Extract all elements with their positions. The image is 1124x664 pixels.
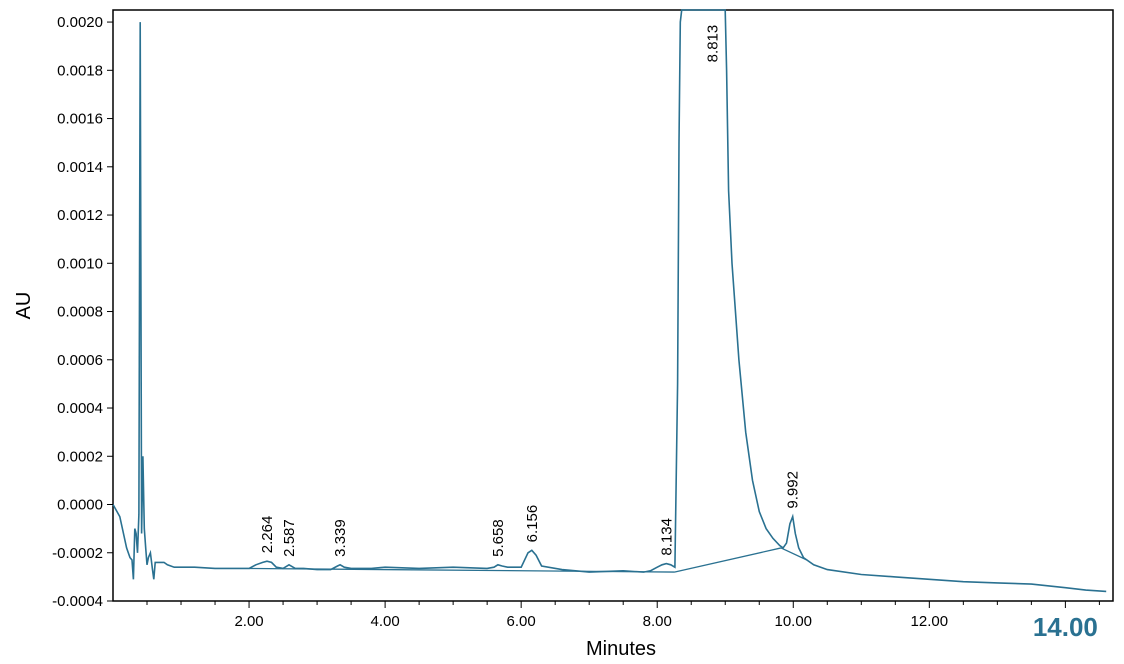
baseline-segment <box>780 547 808 561</box>
y-axis-title: AU <box>13 292 35 320</box>
peak-label: 6.156 <box>524 505 541 543</box>
peak-label: 2.264 <box>259 516 276 554</box>
x-tick-label: 10.00 <box>774 613 812 630</box>
peak-label: 3.339 <box>332 519 349 557</box>
peak-label: 8.813 <box>705 25 722 63</box>
y-tick-label: 0.0000 <box>57 497 103 514</box>
peak-label: 2.587 <box>281 519 298 557</box>
x-axis-end-label: 14.00 <box>1033 612 1098 642</box>
x-tick-label: 4.00 <box>371 613 400 630</box>
x-axis: 2.00 4.00 6.00 8.00 10.00 12.00 <box>146 601 1100 630</box>
y-tick-label: -0.0004 <box>52 593 103 610</box>
y-axis: -0.0004 -0.0002 0.0000 0.0002 0.0004 0.0006 0.… <box>52 14 113 610</box>
plot-area: 2.264 2.587 3.339 5.658 6.156 8.134 8.813 9.992 <box>112 9 1114 602</box>
y-tick-label: 0.0002 <box>57 448 103 465</box>
plot-frame <box>112 9 1114 602</box>
x-tick-label: 2.00 <box>234 613 263 630</box>
x-tick-label: 8.00 <box>643 613 672 630</box>
y-tick-label: -0.0002 <box>52 545 103 562</box>
y-tick-label: 0.0004 <box>57 400 103 417</box>
x-axis-title: Minutes <box>586 638 656 660</box>
y-tick-label: 0.0006 <box>57 352 103 369</box>
x-tick-label: 6.00 <box>507 613 536 630</box>
baseline-segment <box>674 547 782 573</box>
y-tick-label: 0.0016 <box>57 111 103 128</box>
peak-label: 5.658 <box>490 519 507 557</box>
peak-label: 9.992 <box>785 471 802 509</box>
y-tick-label: 0.0018 <box>57 62 103 79</box>
peak-label: 8.134 <box>658 518 675 556</box>
y-tick-label: 0.0010 <box>57 255 103 272</box>
y-tick-label: 0.0014 <box>57 159 103 176</box>
y-tick-label: 0.0012 <box>57 207 103 224</box>
chromatogram-trace <box>112 9 1107 593</box>
y-tick-label: 0.0008 <box>57 304 103 321</box>
y-tick-label: 0.0020 <box>57 14 103 31</box>
peak-labels: 2.264 2.587 3.339 5.658 6.156 8.134 8.813 9.992 <box>259 25 802 557</box>
x-tick-label: 12.00 <box>911 613 949 630</box>
